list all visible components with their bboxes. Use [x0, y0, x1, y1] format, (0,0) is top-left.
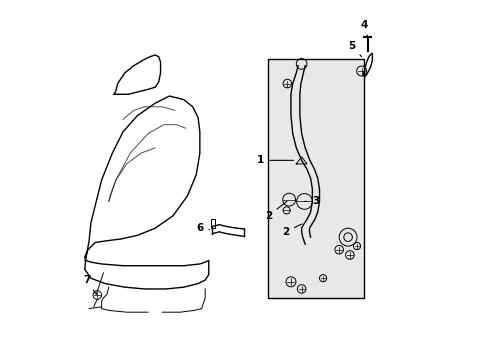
Text: 2: 2: [264, 201, 286, 221]
Bar: [210, 219, 214, 228]
Text: 2: 2: [282, 224, 301, 237]
Text: 1: 1: [256, 156, 293, 165]
Text: 6: 6: [196, 223, 209, 233]
Text: 7: 7: [83, 275, 96, 294]
FancyBboxPatch shape: [267, 59, 364, 298]
Text: 4: 4: [360, 19, 367, 37]
Text: 5: 5: [347, 41, 361, 57]
Text: 3: 3: [304, 197, 319, 206]
